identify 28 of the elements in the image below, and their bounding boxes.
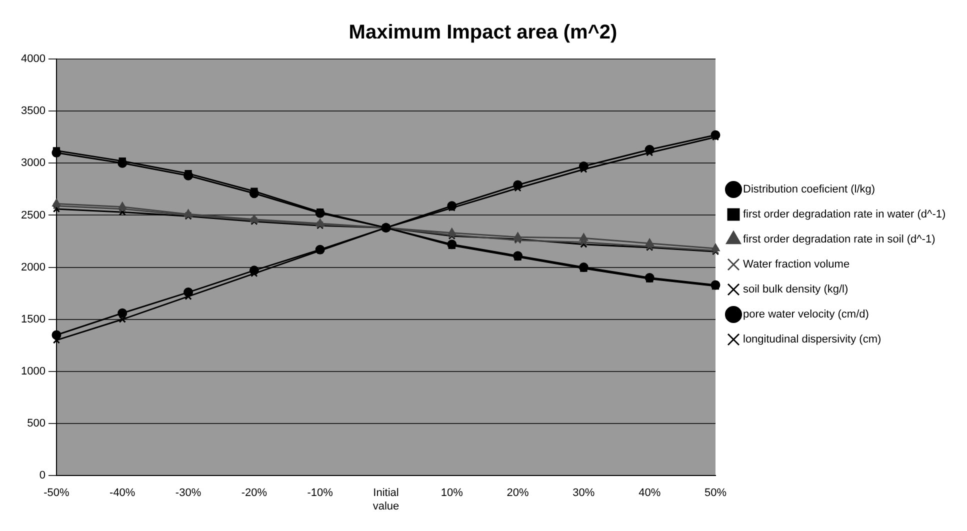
legend-label: first order degradation rate in water (d^-1) [743, 208, 946, 221]
x-tick-label: -10% [307, 487, 334, 500]
y-tick-label: 1000 [20, 365, 46, 378]
x-tick-label: 50% [704, 487, 727, 500]
x-tick-label: -20% [241, 487, 268, 500]
legend-label: soil bulk density (kg/l) [743, 284, 848, 296]
x-tick-label: 40% [638, 487, 661, 500]
x-tick-label: Initial value [372, 487, 400, 512]
x-tick-label: 10% [440, 487, 464, 500]
legend-label: Distribution coeficient (l/kg) [743, 184, 876, 196]
legend-label: longitudinal dispersivity (cm) [743, 334, 882, 346]
x-tick-label: 30% [572, 487, 595, 500]
y-tick-label: 4000 [20, 53, 46, 66]
legend-label: Water fraction volume [743, 258, 850, 271]
y-tick-label: 3000 [20, 157, 46, 170]
legend-label: pore water velocity (cm/d) [743, 308, 869, 321]
y-tick-label: 1500 [20, 313, 46, 326]
x-tick-label: -30% [175, 487, 202, 500]
y-tick-label: 2500 [20, 209, 46, 222]
x-tick-label: 20% [506, 487, 530, 500]
y-tick-label: 500 [27, 418, 46, 430]
legend-label: first order degradation rate in soil (d^-1) [743, 234, 936, 246]
y-tick-label: 2000 [20, 261, 46, 274]
y-tick-label: 3500 [20, 105, 46, 118]
y-tick-label: 0 [39, 470, 46, 482]
x-tick-label: -40% [110, 487, 136, 500]
x-tick-label: -50% [44, 487, 70, 500]
chart-title: Maximum Impact area (m^2) [348, 22, 618, 44]
